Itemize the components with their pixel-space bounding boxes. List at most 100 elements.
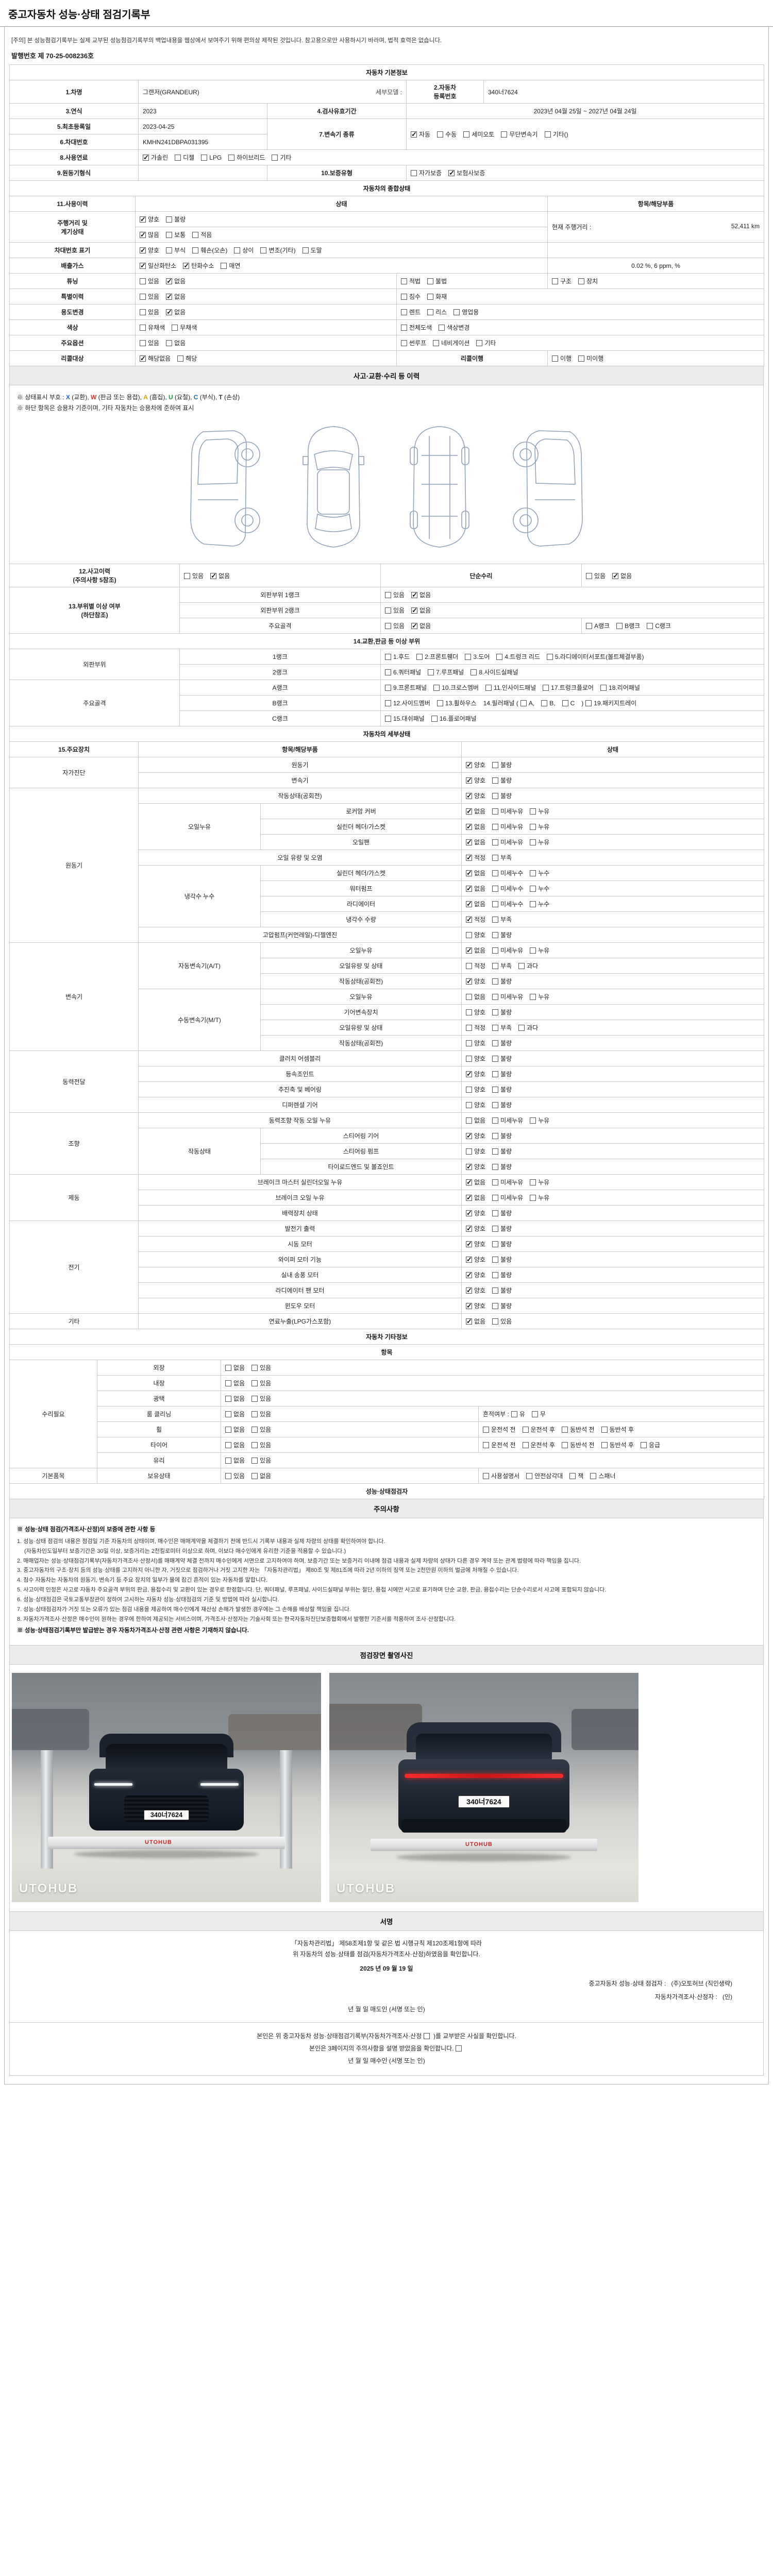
checkbox[interactable] [453,309,460,315]
checkbox[interactable] [234,247,241,253]
checkbox[interactable] [225,1427,231,1433]
checkbox[interactable] [140,294,146,300]
checkbox[interactable] [544,131,551,138]
checkbox[interactable] [526,1473,533,1479]
checkbox[interactable] [436,700,443,706]
checkbox[interactable] [175,155,181,161]
checkbox[interactable] [466,1194,472,1202]
checkbox[interactable] [492,917,499,923]
checkbox[interactable] [411,622,418,630]
checkbox[interactable] [251,1396,258,1402]
checkbox[interactable] [466,761,472,769]
checkbox[interactable] [483,1427,489,1433]
checkbox[interactable] [466,1317,472,1326]
checkbox[interactable] [647,623,653,629]
checkbox[interactable] [530,1179,536,1185]
checkbox[interactable] [466,776,472,785]
checkbox[interactable] [562,1442,568,1448]
checkbox[interactable] [466,932,472,938]
checkbox[interactable] [530,839,536,845]
checkbox[interactable] [466,916,472,924]
checkbox[interactable] [411,130,417,139]
checkbox[interactable] [492,1164,499,1170]
checkbox[interactable] [466,854,472,862]
checkbox[interactable] [492,1009,499,1015]
checkbox[interactable] [492,824,499,830]
checkbox[interactable] [530,994,536,1000]
checkbox[interactable] [140,262,146,270]
checkbox[interactable] [411,170,417,176]
checkbox[interactable] [520,700,527,706]
checkbox[interactable] [492,901,499,907]
checkbox[interactable] [466,869,472,877]
checkbox[interactable] [166,293,173,301]
checkbox[interactable] [140,340,146,346]
checkbox[interactable] [562,1427,568,1433]
checkbox[interactable] [225,1442,231,1448]
checkbox[interactable] [401,294,407,300]
checkbox[interactable] [612,572,619,580]
checkbox[interactable] [416,654,423,660]
checkbox[interactable] [541,700,548,706]
checkbox[interactable] [427,294,434,300]
checkbox[interactable] [492,1318,499,1325]
checkbox[interactable] [501,131,508,138]
checkbox[interactable] [466,1056,472,1062]
checkbox[interactable] [492,1087,499,1093]
checkbox[interactable] [140,325,146,331]
checkbox[interactable] [433,685,440,691]
checkbox[interactable] [466,1040,472,1046]
checkbox[interactable] [616,623,623,629]
checkbox[interactable] [518,963,525,969]
checkbox[interactable] [530,808,536,815]
checkbox[interactable] [496,654,503,660]
checkbox[interactable] [385,592,391,598]
checkbox[interactable] [225,1365,231,1371]
checkbox[interactable] [492,1226,499,1232]
checkbox[interactable] [466,994,472,1000]
checkbox[interactable] [166,340,173,346]
checkbox[interactable] [492,1179,499,1185]
checkbox[interactable] [492,932,499,938]
checkbox[interactable] [251,1380,258,1386]
checkbox[interactable] [530,824,536,830]
checkbox[interactable] [492,1133,499,1139]
checkbox[interactable] [530,947,536,954]
checkbox[interactable] [492,1272,499,1278]
checkbox[interactable] [492,762,499,768]
checkbox[interactable] [466,885,472,893]
checkbox[interactable] [225,1396,231,1402]
checkbox[interactable] [143,154,149,162]
checkbox[interactable] [166,216,173,223]
checkbox[interactable] [251,1442,258,1448]
checkbox[interactable] [492,793,499,799]
checkbox[interactable] [492,1071,499,1077]
checkbox[interactable] [225,1473,231,1479]
checkbox[interactable] [466,1117,472,1124]
checkbox[interactable] [552,278,558,284]
checkbox[interactable] [385,700,391,706]
checkbox[interactable] [251,1365,258,1371]
checkbox[interactable] [552,355,558,362]
checkbox[interactable] [140,354,146,363]
checkbox[interactable] [511,1411,517,1417]
checkbox[interactable] [401,325,407,331]
checkbox[interactable] [428,669,434,675]
checkbox[interactable] [590,1473,597,1479]
checkbox[interactable] [166,277,173,285]
checkbox[interactable] [518,1025,525,1031]
checkbox[interactable] [492,1195,499,1201]
checkbox[interactable] [492,1025,499,1031]
checkbox[interactable] [201,155,208,161]
checkbox[interactable] [492,1241,499,1247]
checkbox[interactable] [492,963,499,969]
checkbox[interactable] [492,978,499,985]
checkbox[interactable] [385,623,391,629]
checkbox[interactable] [466,1271,472,1279]
checkbox[interactable] [466,1132,472,1140]
checkbox[interactable] [492,870,499,876]
checkbox[interactable] [140,278,146,284]
checkbox[interactable] [585,700,592,706]
checkbox[interactable] [492,1040,499,1046]
checkbox[interactable] [470,669,477,675]
